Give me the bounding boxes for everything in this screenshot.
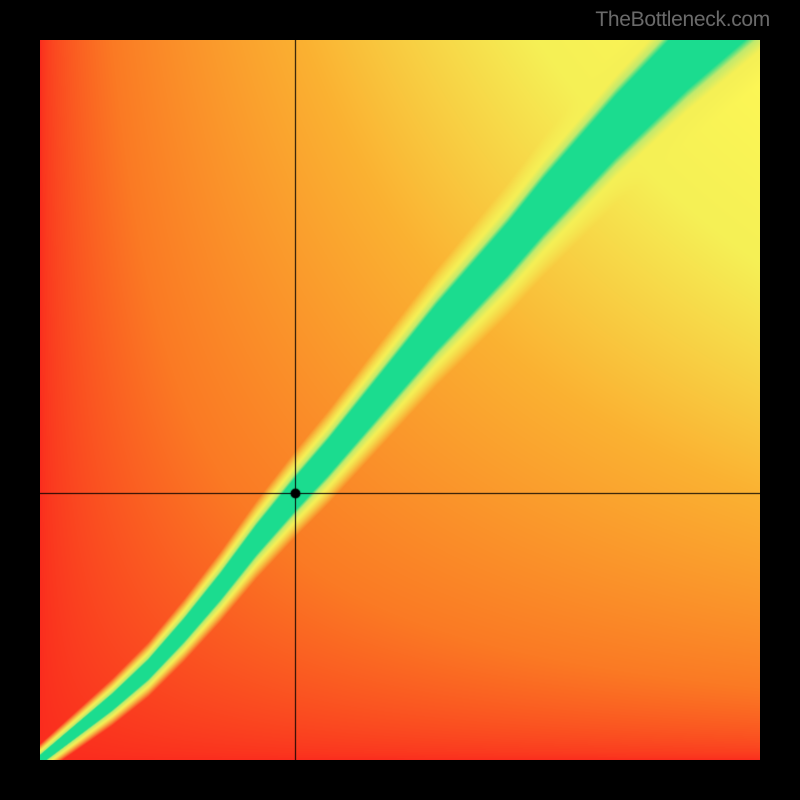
watermark-text: TheBottleneck.com	[595, 8, 770, 32]
heatmap-plot	[40, 40, 760, 760]
heatmap-canvas	[40, 40, 760, 760]
